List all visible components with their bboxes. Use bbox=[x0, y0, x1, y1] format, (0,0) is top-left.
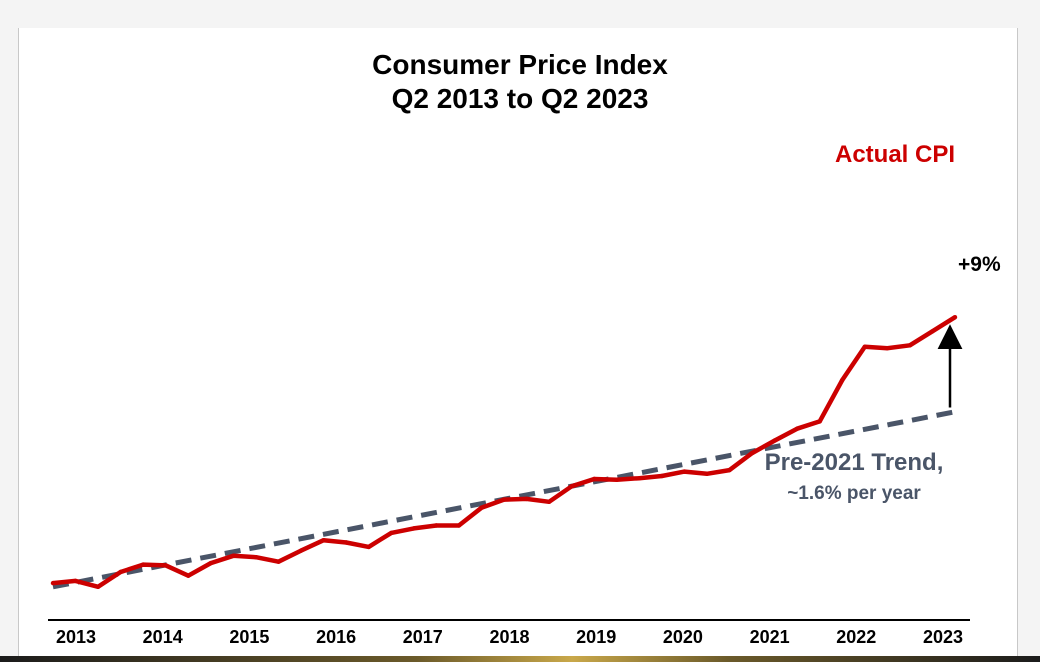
actual-cpi-point-35 bbox=[840, 377, 845, 383]
actual-cpi-point-34 bbox=[817, 419, 822, 424]
actual-cpi-point-14 bbox=[366, 544, 371, 550]
legend-note-trend-rate: ~1.6% per year bbox=[787, 483, 921, 504]
x-tick-label-2016: 2016 bbox=[316, 627, 356, 647]
actual-cpi-point-16 bbox=[411, 526, 416, 531]
bottom-decorative-band bbox=[0, 656, 1040, 662]
x-tick-label-2019: 2019 bbox=[576, 627, 616, 647]
actual-cpi-point-39 bbox=[930, 329, 935, 334]
actual-cpi-point-22 bbox=[546, 499, 552, 504]
actual-cpi-point-18 bbox=[456, 523, 462, 528]
actual-cpi-point-0 bbox=[50, 580, 56, 586]
x-tick-label-2017: 2017 bbox=[403, 627, 443, 647]
actual-cpi-point-8 bbox=[231, 553, 236, 558]
actual-cpi-point-21 bbox=[524, 496, 529, 502]
legend-label-pre-2021-trend: Pre-2021 Trend, bbox=[765, 449, 944, 476]
actual-cpi-point-7 bbox=[208, 560, 213, 566]
legend-label-actual-cpi: Actual CPI bbox=[835, 141, 955, 168]
actual-cpi-point-27 bbox=[659, 473, 665, 479]
actual-cpi-points bbox=[50, 315, 958, 589]
actual-cpi-point-3 bbox=[118, 569, 123, 575]
actual-cpi-point-40 bbox=[952, 315, 958, 320]
x-tick-label-2018: 2018 bbox=[489, 627, 529, 647]
actual-cpi-point-33 bbox=[794, 426, 800, 431]
actual-cpi-point-2 bbox=[95, 584, 101, 589]
actual-cpi-point-24 bbox=[592, 476, 597, 482]
actual-cpi-point-10 bbox=[276, 559, 281, 564]
chart-title: Consumer Price Index bbox=[372, 49, 668, 80]
actual-cpi-point-31 bbox=[749, 450, 755, 456]
x-tick-label-2014: 2014 bbox=[143, 627, 183, 647]
actual-cpi-point-11 bbox=[298, 548, 304, 553]
actual-cpi-point-9 bbox=[253, 555, 259, 560]
actual-cpi-point-36 bbox=[862, 344, 867, 349]
actual-cpi-point-32 bbox=[772, 438, 777, 443]
actual-cpi-point-23 bbox=[569, 484, 574, 489]
actual-cpi-point-5 bbox=[163, 563, 168, 568]
x-tick-label-2013: 2013 bbox=[56, 627, 96, 647]
actual-cpi-point-1 bbox=[73, 578, 78, 584]
x-tick-label-2020: 2020 bbox=[663, 627, 703, 647]
x-tick-label-2021: 2021 bbox=[750, 627, 790, 647]
gap-label: +9% bbox=[958, 253, 1001, 276]
x-tick-label-2023: 2023 bbox=[923, 627, 963, 647]
actual-cpi-point-30 bbox=[727, 467, 732, 473]
actual-cpi-point-29 bbox=[704, 471, 710, 476]
actual-cpi-point-12 bbox=[321, 538, 326, 543]
actual-cpi-point-6 bbox=[186, 573, 191, 578]
actual-cpi-point-37 bbox=[885, 346, 890, 351]
actual-cpi-point-28 bbox=[682, 469, 687, 474]
x-tick-label-2022: 2022 bbox=[836, 627, 876, 647]
actual-cpi-point-4 bbox=[141, 562, 146, 567]
actual-cpi-point-19 bbox=[479, 505, 484, 510]
actual-cpi-point-17 bbox=[434, 523, 439, 528]
actual-cpi-point-20 bbox=[501, 497, 507, 502]
x-tick-labels: 2013 2014 2015 2016 2017 2018 2019 2020 2021 2022… bbox=[56, 627, 963, 647]
actual-cpi-point-15 bbox=[389, 530, 394, 536]
actual-cpi-point-25 bbox=[614, 477, 619, 482]
actual-cpi-point-13 bbox=[344, 540, 349, 545]
slide-frame bbox=[18, 28, 1018, 658]
x-tick-label-2015: 2015 bbox=[229, 627, 269, 647]
chart-title-block: Consumer Price Index Q2 2013 to Q2 2023 bbox=[280, 48, 760, 116]
actual-cpi-point-38 bbox=[907, 343, 913, 348]
chart-subtitle: Q2 2013 to Q2 2023 bbox=[391, 83, 649, 114]
actual-cpi-point-26 bbox=[637, 476, 642, 481]
